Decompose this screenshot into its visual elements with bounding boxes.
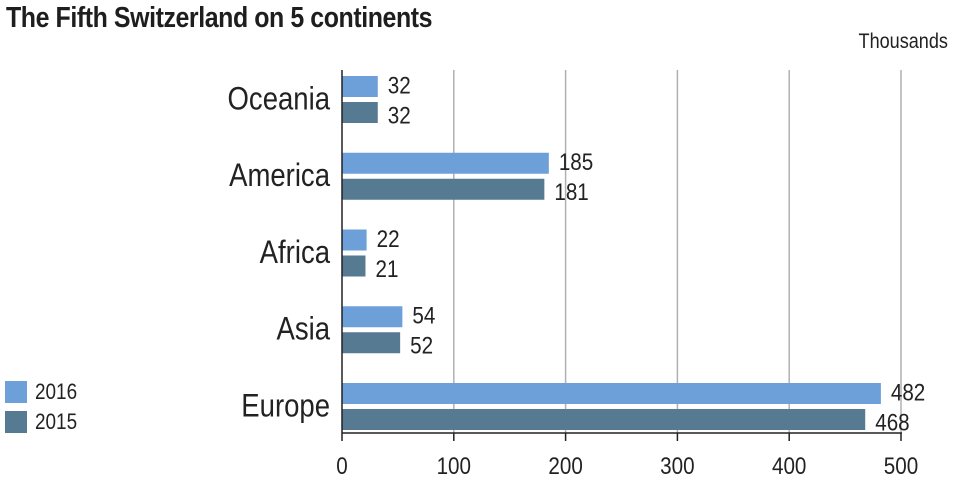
value-label-asia-2015: 52 <box>410 332 433 359</box>
category-label-oceania: Oceania <box>228 82 331 117</box>
bar-america-2015 <box>342 178 545 200</box>
legend-swatch-2016 <box>5 381 27 403</box>
value-label-oceania-2016: 32 <box>388 72 411 99</box>
bar-europe-2015 <box>342 409 866 430</box>
bar-asia-2016 <box>342 306 403 328</box>
category-label-africa: Africa <box>260 235 331 270</box>
value-label-europe-2015: 468 <box>875 409 909 436</box>
x-tick-label-200: 200 <box>548 453 582 480</box>
category-label-america: America <box>229 158 330 193</box>
bar-africa-2016 <box>342 229 367 251</box>
value-label-america-2016: 185 <box>559 149 593 176</box>
x-tick-label-100: 100 <box>437 453 471 480</box>
legend: 2016 2015 <box>5 377 84 437</box>
legend-item-2015: 2015 <box>5 407 84 437</box>
category-label-europe: Europe <box>241 389 330 424</box>
x-tick-label-400: 400 <box>772 453 806 480</box>
value-label-asia-2016: 54 <box>412 302 435 329</box>
category-label-asia: Asia <box>276 312 330 347</box>
value-label-oceania-2015: 32 <box>388 102 411 129</box>
value-label-africa-2015: 21 <box>375 256 398 283</box>
bar-europe-2016 <box>342 383 881 404</box>
value-label-africa-2016: 22 <box>377 226 400 253</box>
bar-america-2016 <box>342 152 549 174</box>
x-tick-label-300: 300 <box>660 453 694 480</box>
legend-swatch-2015 <box>5 411 27 433</box>
x-tick-label-0: 0 <box>336 453 347 480</box>
bar-oceania-2016 <box>342 76 378 97</box>
legend-label-2015: 2015 <box>35 409 78 434</box>
bar-asia-2015 <box>342 332 401 354</box>
unit-label: Thousands <box>858 30 948 53</box>
value-label-europe-2016: 482 <box>891 379 925 406</box>
chart-title: The Fifth Switzerland on 5 continents <box>6 2 433 34</box>
bar-oceania-2015 <box>342 102 378 123</box>
x-tick-label-500: 500 <box>884 453 918 480</box>
legend-label-2016: 2016 <box>35 379 78 404</box>
legend-item-2016: 2016 <box>5 377 84 407</box>
bar-africa-2015 <box>342 255 366 277</box>
value-label-america-2015: 181 <box>554 179 588 206</box>
